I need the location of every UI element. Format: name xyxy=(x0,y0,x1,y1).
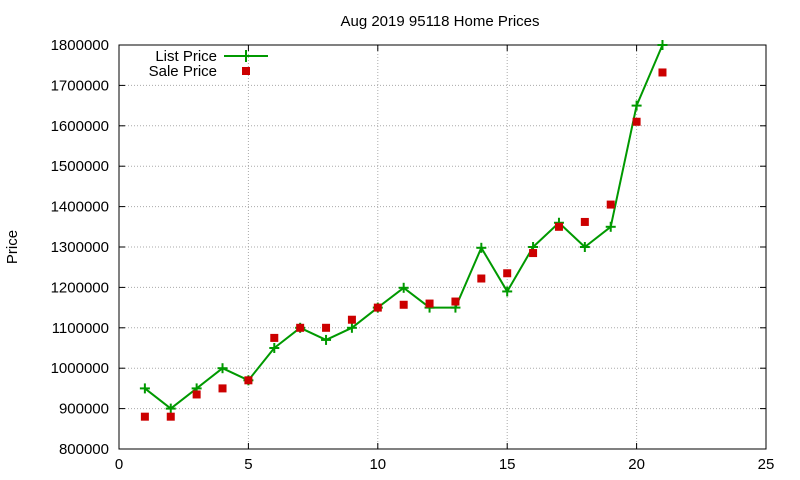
point-list-price xyxy=(476,242,487,253)
y-tick-label: 1400000 xyxy=(51,199,109,216)
point-list-price xyxy=(269,343,280,353)
y-tick-label: 900000 xyxy=(59,401,109,418)
series-line-list-price xyxy=(144,44,664,410)
x-tick-label: 25 xyxy=(758,456,775,473)
point-sale-price xyxy=(503,269,512,278)
x-tick-label: 20 xyxy=(628,456,645,473)
point-sale-price xyxy=(632,117,641,126)
x-tick-label: 5 xyxy=(244,456,252,473)
point-list-price xyxy=(165,403,176,414)
point-sale-price xyxy=(270,333,279,342)
point-list-price xyxy=(139,383,150,394)
chart-title: Aug 2019 95118 Home Prices xyxy=(340,13,539,30)
y-tick-label: 1000000 xyxy=(51,360,109,377)
point-list-price xyxy=(321,334,332,345)
series-layer xyxy=(139,40,668,421)
point-list-price xyxy=(217,363,228,374)
point-sale-price xyxy=(529,249,538,258)
point-sale-price xyxy=(296,323,305,332)
y-tick-label: 1200000 xyxy=(51,279,109,296)
y-tick-label: 1500000 xyxy=(51,158,109,175)
legend-marker-list-price xyxy=(240,50,252,62)
point-sale-price xyxy=(554,222,563,231)
y-tick-label: 800000 xyxy=(59,441,109,458)
point-list-price xyxy=(631,100,642,111)
point-sale-price xyxy=(244,376,253,385)
x-tick-label: 15 xyxy=(499,456,516,473)
point-list-price xyxy=(502,286,513,297)
point-sale-price xyxy=(347,315,356,324)
point-sale-price xyxy=(451,297,460,306)
point-sale-price xyxy=(140,412,149,421)
point-sale-price xyxy=(425,299,434,308)
point-sale-price xyxy=(658,68,667,77)
point-sale-price xyxy=(477,274,486,283)
point-sale-price xyxy=(399,300,408,309)
point-list-price xyxy=(346,322,357,333)
y-tick-label: 1300000 xyxy=(51,239,109,256)
y-axis-label: Price xyxy=(4,230,21,264)
grid xyxy=(119,45,766,449)
point-sale-price xyxy=(192,390,201,399)
point-list-price xyxy=(398,282,409,293)
y-tick-label: 1100000 xyxy=(52,320,109,337)
y-tick-label: 1600000 xyxy=(51,118,109,135)
point-sale-price xyxy=(580,217,589,226)
legend-label-sale-price: Sale Price xyxy=(149,63,217,80)
axis-ticks xyxy=(118,44,767,450)
point-list-price xyxy=(657,40,668,50)
point-list-price xyxy=(605,221,616,232)
x-tick-label: 10 xyxy=(369,456,386,473)
y-tick-label: 1700000 xyxy=(51,77,109,94)
legend: List Price Sale Price xyxy=(149,48,268,80)
point-sale-price xyxy=(322,323,331,332)
point-sale-price xyxy=(606,200,615,209)
y-tick-label: 1800000 xyxy=(51,37,109,54)
legend-label-list-price: List Price xyxy=(155,48,217,65)
point-sale-price xyxy=(166,412,175,421)
x-tick-label: 0 xyxy=(115,456,123,473)
legend-marker-sale-price xyxy=(242,67,250,75)
point-list-price xyxy=(579,242,590,252)
axis-tick-labels: 0 5 10 15 20 25 800000 900000 1000000 1100000 1200… xyxy=(51,37,775,473)
point-sale-price xyxy=(218,384,227,393)
point-sale-price xyxy=(373,303,382,312)
